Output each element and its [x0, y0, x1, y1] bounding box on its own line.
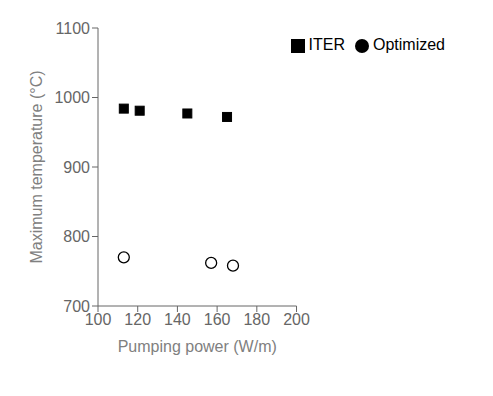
svg-text:180: 180: [243, 311, 270, 328]
svg-text:200: 200: [283, 311, 310, 328]
svg-text:160: 160: [204, 311, 231, 328]
svg-text:140: 140: [164, 311, 191, 328]
svg-text:1100: 1100: [56, 20, 91, 37]
svg-text:Maximum temperature (°C): Maximum temperature (°C): [28, 70, 45, 263]
svg-text:700: 700: [63, 298, 90, 315]
svg-text:Pumping power (W/m): Pumping power (W/m): [118, 338, 277, 355]
svg-text:1000: 1000: [54, 89, 90, 106]
html-text:Optimized: Optimized: [373, 36, 445, 53]
svg-text:100: 100: [84, 311, 112, 329]
svg-text:120: 120: [124, 311, 151, 328]
svg-text:800: 800: [63, 228, 90, 245]
svg-text:900: 900: [63, 159, 90, 176]
html-text:ITER: ITER: [308, 36, 345, 53]
